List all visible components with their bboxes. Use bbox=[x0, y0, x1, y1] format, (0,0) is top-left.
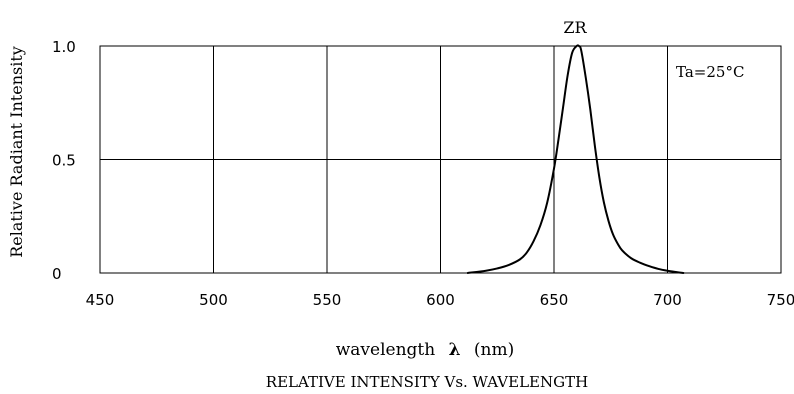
series-line-zr bbox=[466, 44, 685, 274]
x-tick-label: 550 bbox=[313, 291, 342, 309]
temperature-annotation: Ta=25°C bbox=[676, 63, 744, 81]
y-tick-label: 1.0 bbox=[52, 38, 76, 56]
x-axis-label: wavelength λ (nm) bbox=[336, 340, 515, 360]
x-tick-label: 450 bbox=[86, 291, 115, 309]
x-tick-label: 600 bbox=[426, 291, 455, 309]
y-axis-label: Relative Radiant Intensity bbox=[7, 46, 26, 258]
x-axis-lambda: λ bbox=[449, 340, 461, 360]
series-label-zr: ZR bbox=[563, 18, 587, 37]
x-tick-label: 750 bbox=[767, 291, 794, 309]
y-tick-label: 0.5 bbox=[52, 152, 76, 170]
x-axis-label-text: wavelength bbox=[336, 340, 436, 360]
x-tick-label: 650 bbox=[540, 291, 569, 309]
grid-lines bbox=[100, 46, 781, 273]
plot-frame bbox=[99, 45, 782, 274]
x-tick-label: 700 bbox=[653, 291, 682, 309]
x-axis-unit: (nm) bbox=[474, 340, 514, 360]
y-tick-label: 0 bbox=[52, 265, 62, 283]
chart-title: RELATIVE INTENSITY Vs. WAVELENGTH bbox=[266, 373, 588, 391]
x-tick-labels: 450 500 550 600 650 700 750 bbox=[86, 291, 794, 309]
x-tick-label: 500 bbox=[199, 291, 228, 309]
y-tick-labels: 0 0.5 1.0 bbox=[52, 38, 76, 283]
